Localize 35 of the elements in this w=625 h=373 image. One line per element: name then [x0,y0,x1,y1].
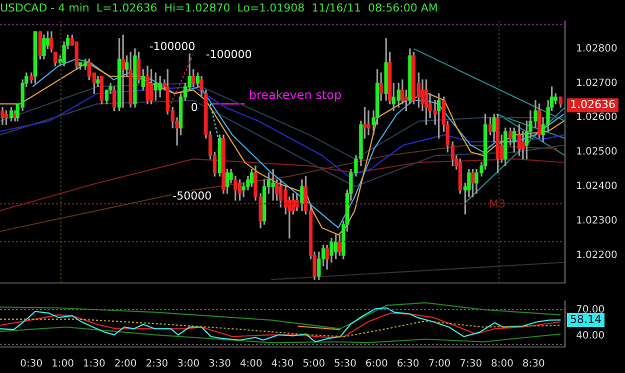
x-tick-label: 7:00 [428,358,451,370]
x-tick-label: 8:30 [522,358,545,370]
annotation: -50000 [172,189,212,202]
x-tick-label: 2:30 [146,358,168,370]
x-tick-label: 8:00 [490,358,514,370]
x-tick-label: 0:30 [20,358,43,370]
x-tick-label: 6:30 [396,358,420,370]
ref-line-label: M3 [488,198,506,211]
y-tick-label: 1.02800 [576,43,618,54]
x-tick-label: 5:00 [302,358,326,370]
series-label: breakeven stop [248,88,342,102]
annotation: 58.14 [570,312,602,326]
y-tick-label: 1.02300 [576,216,618,227]
y-tick-label: 1.02400 [576,181,618,192]
x-tick-label: 6:00 [365,358,388,370]
x-tick-label: 1:30 [82,358,106,370]
y-tick-label: 40.00 [576,330,605,342]
x-tick-label: 3:00 [177,358,200,370]
annotation: -100000 [149,40,196,54]
x-tick-label: 7:30 [460,358,482,370]
annotation: 1.02636 [570,98,616,112]
annotation: -100000 [206,48,252,62]
annotation: 0 [190,100,198,114]
x-tick-label: 2:00 [114,358,137,370]
chart-title: USDCAD - 4 min L=1.02636 Hi=1.02870 Lo=1.01908 11/16/11 08:56:00 AM [0,1,438,14]
x-tick-label: 5:30 [334,358,357,370]
y-tick-label: 1.02200 [576,250,618,262]
x-tick-label: 3:30 [208,358,231,370]
y-tick-label: 1.02700 [576,78,618,89]
x-tick-label: 4:00 [240,358,262,370]
x-tick-label: 1:00 [52,358,74,370]
x-tick-label: 4:30 [271,358,294,370]
y-tick-label: 1.02600 [576,112,618,124]
y-tick-label: 70.00 [576,304,605,316]
y-tick-label: 1.02500 [576,146,618,158]
